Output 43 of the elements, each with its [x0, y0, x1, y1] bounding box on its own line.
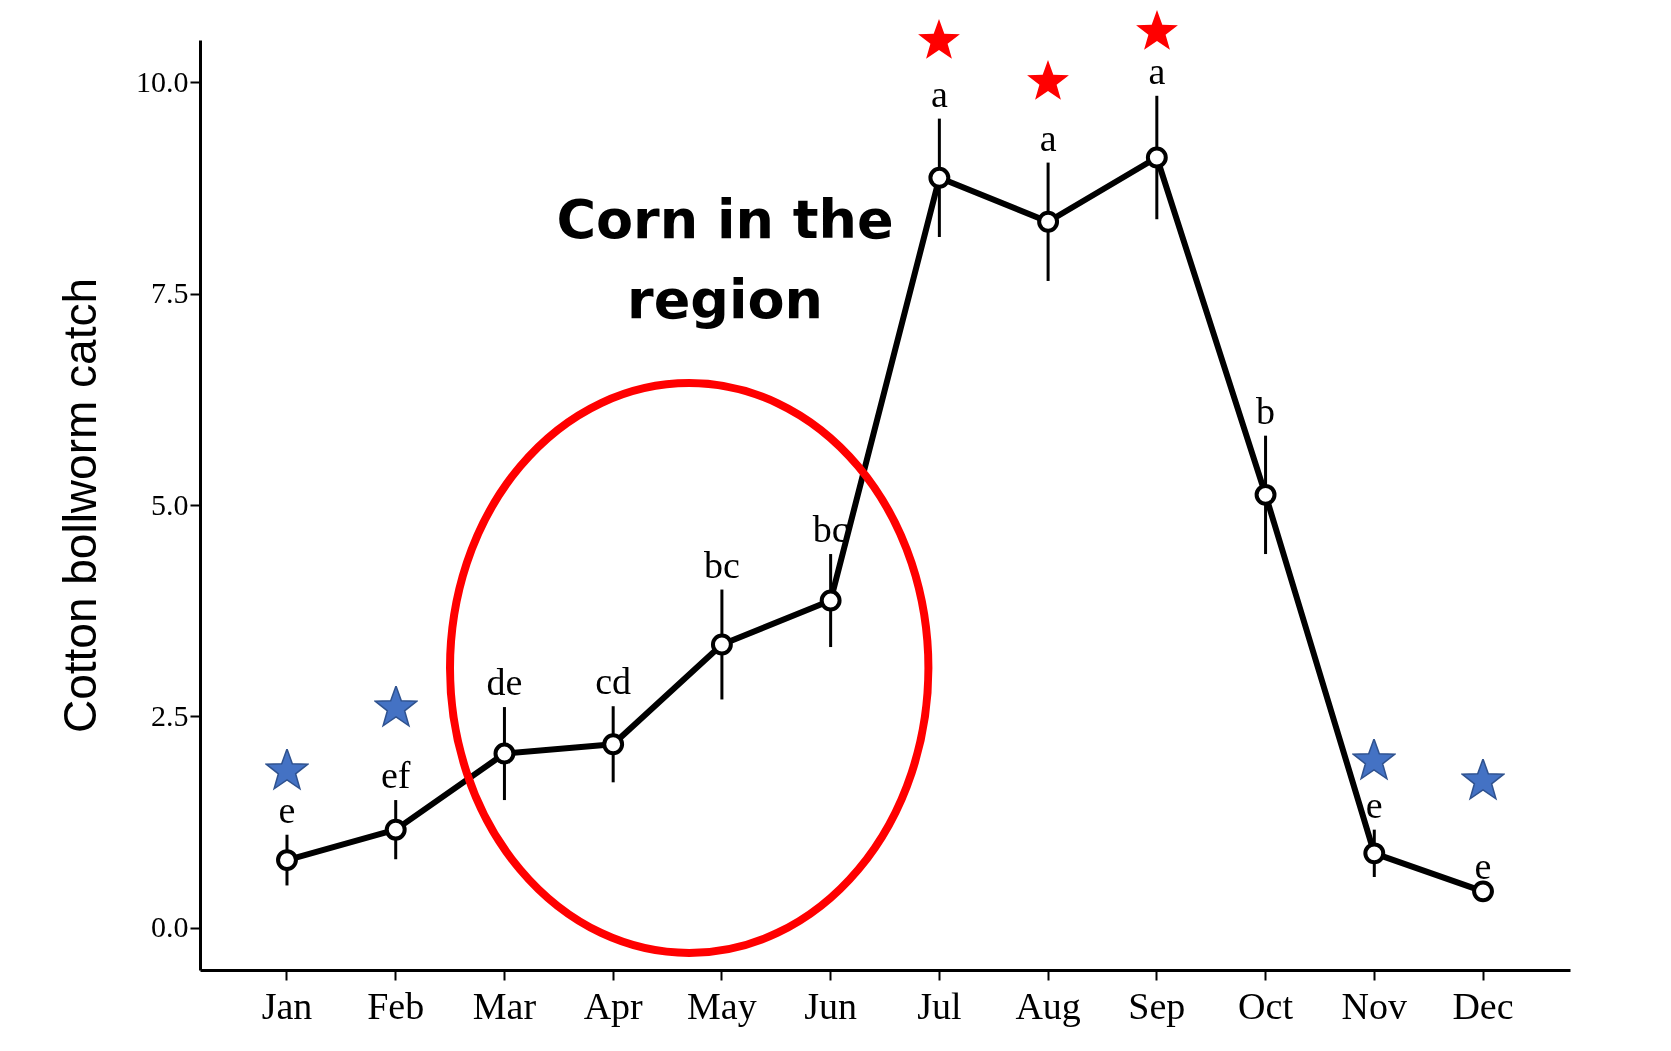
point [276, 849, 298, 872]
x-tick-label: Jan [261, 984, 313, 1027]
y-tick-label: 10.0 [136, 64, 189, 98]
x-tick-label: Apr [583, 984, 644, 1027]
point [384, 818, 407, 841]
x-tick-label: Oct [1238, 984, 1294, 1027]
y-tick-label: 5.0 [151, 487, 189, 521]
annotation: de [486, 661, 523, 704]
point [819, 589, 842, 612]
point [1472, 880, 1494, 903]
point [1254, 483, 1277, 506]
point [493, 742, 516, 765]
y-tick-label: 2.5 [151, 698, 189, 732]
annotation: e [278, 788, 296, 831]
annotation: Corn in the region [556, 188, 894, 331]
point [1037, 210, 1060, 233]
x-tick-label: Sep [1128, 984, 1186, 1027]
point [710, 633, 733, 656]
x-tick-label: Mar [472, 984, 537, 1027]
x-tick-label: Jun [804, 984, 858, 1027]
x-tick-label: Feb [367, 984, 425, 1027]
point [1145, 146, 1168, 169]
annotation: a [1148, 49, 1166, 92]
x-tick-label: May [687, 984, 757, 1027]
x-tick-label: Aug [1015, 984, 1081, 1027]
y-tick-label: 0.0 [151, 910, 189, 944]
annotation: b [1256, 389, 1276, 432]
x-tick-label: Nov [1341, 984, 1408, 1027]
annotation: a [1039, 116, 1057, 159]
annotation: ef [380, 754, 411, 797]
annotation: cd [595, 660, 632, 703]
annotation: e [1474, 845, 1492, 888]
point [1363, 842, 1386, 865]
annotation: a [930, 72, 948, 115]
annotation: bc [812, 508, 849, 551]
point [928, 166, 951, 189]
point [602, 733, 625, 756]
annotation: bc [703, 543, 740, 586]
y-tick-label: 7.5 [151, 276, 189, 310]
annotation: e [1365, 783, 1383, 826]
x-tick-label: Jul [917, 984, 962, 1027]
y-axis-title: Cotton bollworm catch [54, 277, 106, 734]
x-tick-label: Dec [1452, 984, 1514, 1027]
